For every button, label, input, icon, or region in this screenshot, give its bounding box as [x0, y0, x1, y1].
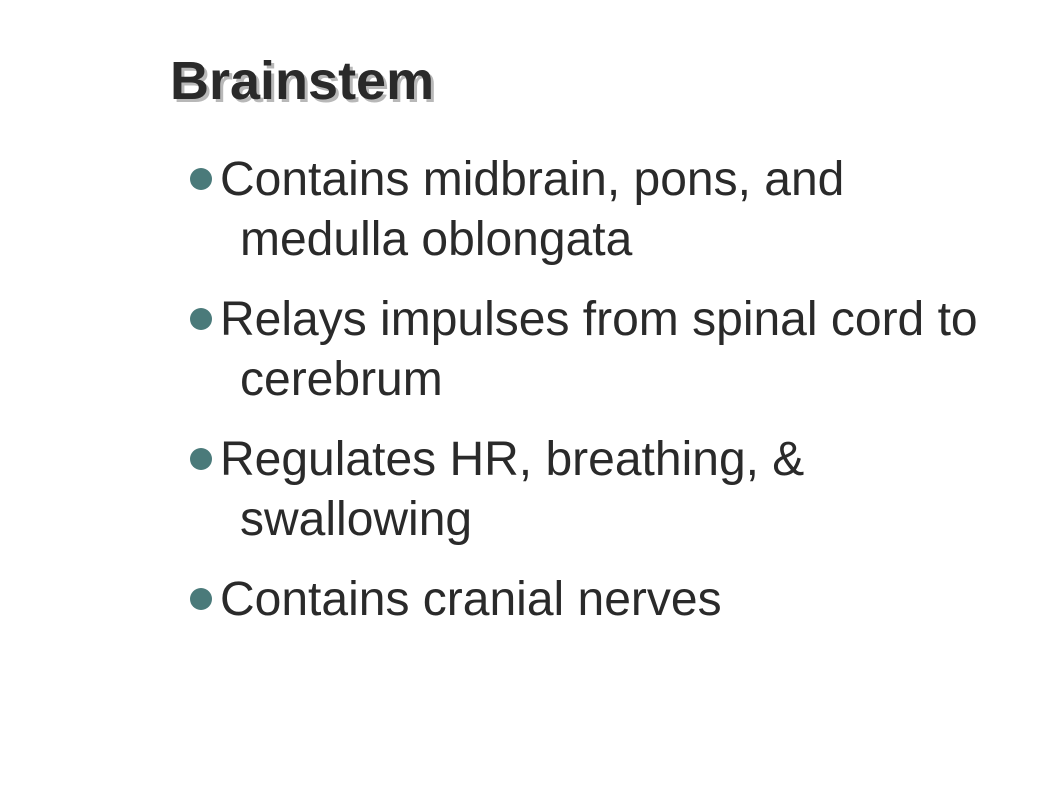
slide-title: Brainstem [170, 50, 992, 112]
bullet-icon [190, 588, 212, 610]
bullet-icon [190, 168, 212, 190]
bullet-text: Contains cranial nerves [220, 573, 722, 626]
bullet-text: Relays impulses from spinal cord to cere… [220, 293, 978, 406]
bullet-text: Regulates HR, breathing, & swallowing [220, 433, 804, 546]
list-item: Contains midbrain, pons, and medulla obl… [190, 150, 992, 270]
bullet-text: Contains midbrain, pons, and medulla obl… [220, 153, 844, 266]
list-item: Relays impulses from spinal cord to cere… [190, 290, 992, 410]
slide-container: Brainstem Contains midbrain, pons, and m… [0, 0, 1062, 797]
list-item: Contains cranial nerves [190, 570, 992, 630]
bullet-icon [190, 448, 212, 470]
list-item: Regulates HR, breathing, & swallowing [190, 430, 992, 550]
bullet-icon [190, 308, 212, 330]
bullet-list: Contains midbrain, pons, and medulla obl… [170, 150, 992, 630]
